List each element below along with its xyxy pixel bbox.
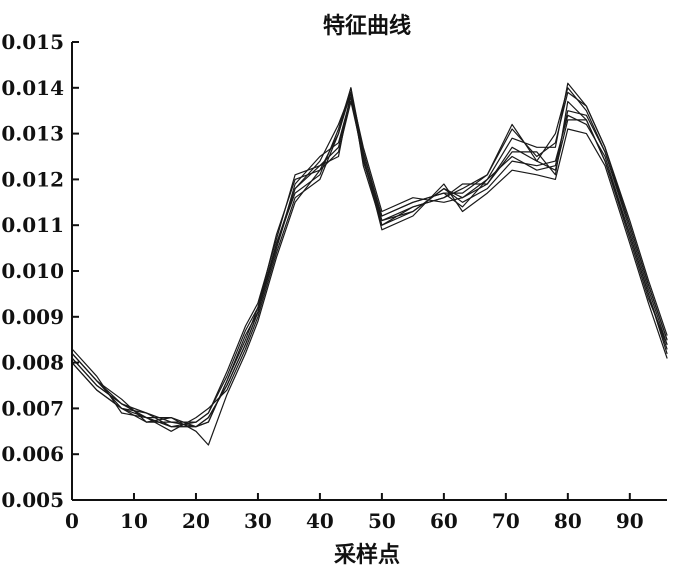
x-tick-label: 30 xyxy=(244,509,272,533)
y-tick-label: 0.015 xyxy=(1,30,64,54)
y-tick-label: 0.009 xyxy=(1,305,64,329)
x-tick-label: 90 xyxy=(616,509,644,533)
x-tick-label: 20 xyxy=(182,509,210,533)
y-axis-ticks: 0.005 0.006 0.007 0.008 0.009 0.010 0.011 0.012… xyxy=(1,30,79,512)
x-tick-label: 50 xyxy=(368,509,396,533)
series-line-4 xyxy=(71,96,668,428)
series-line-3 xyxy=(71,82,668,432)
y-tick-label: 0.013 xyxy=(1,122,64,146)
x-tick-label: 60 xyxy=(430,509,458,533)
x-tick-label: 80 xyxy=(554,509,582,533)
x-tick-label: 0 xyxy=(65,509,79,533)
y-tick-label: 0.014 xyxy=(1,76,64,100)
series-lines xyxy=(71,82,668,446)
series-line-2 xyxy=(71,87,668,423)
x-axis-label: 采样点 xyxy=(334,542,400,568)
x-tick-label: 40 xyxy=(306,509,334,533)
y-tick-label: 0.010 xyxy=(1,259,64,283)
chart-title: 特征曲线 xyxy=(323,13,411,39)
series-line-6 xyxy=(71,91,668,428)
series-line-8 xyxy=(71,96,668,428)
series-line-5 xyxy=(71,100,668,446)
x-axis-ticks: 0 10 20 30 40 50 60 70 80 90 xyxy=(65,493,644,533)
y-tick-label: 0.005 xyxy=(1,488,64,512)
y-tick-label: 0.011 xyxy=(1,213,64,237)
series-line-7 xyxy=(71,87,668,428)
series-line-1 xyxy=(71,87,668,428)
y-tick-label: 0.006 xyxy=(1,442,64,466)
x-tick-label: 10 xyxy=(120,509,148,533)
y-tick-label: 0.008 xyxy=(1,351,64,375)
y-tick-label: 0.007 xyxy=(1,396,64,420)
y-tick-label: 0.012 xyxy=(1,167,64,191)
x-tick-label: 70 xyxy=(492,509,520,533)
plot-area: 0.005 0.006 0.007 0.008 0.009 0.010 0.011 0.012… xyxy=(1,30,668,533)
